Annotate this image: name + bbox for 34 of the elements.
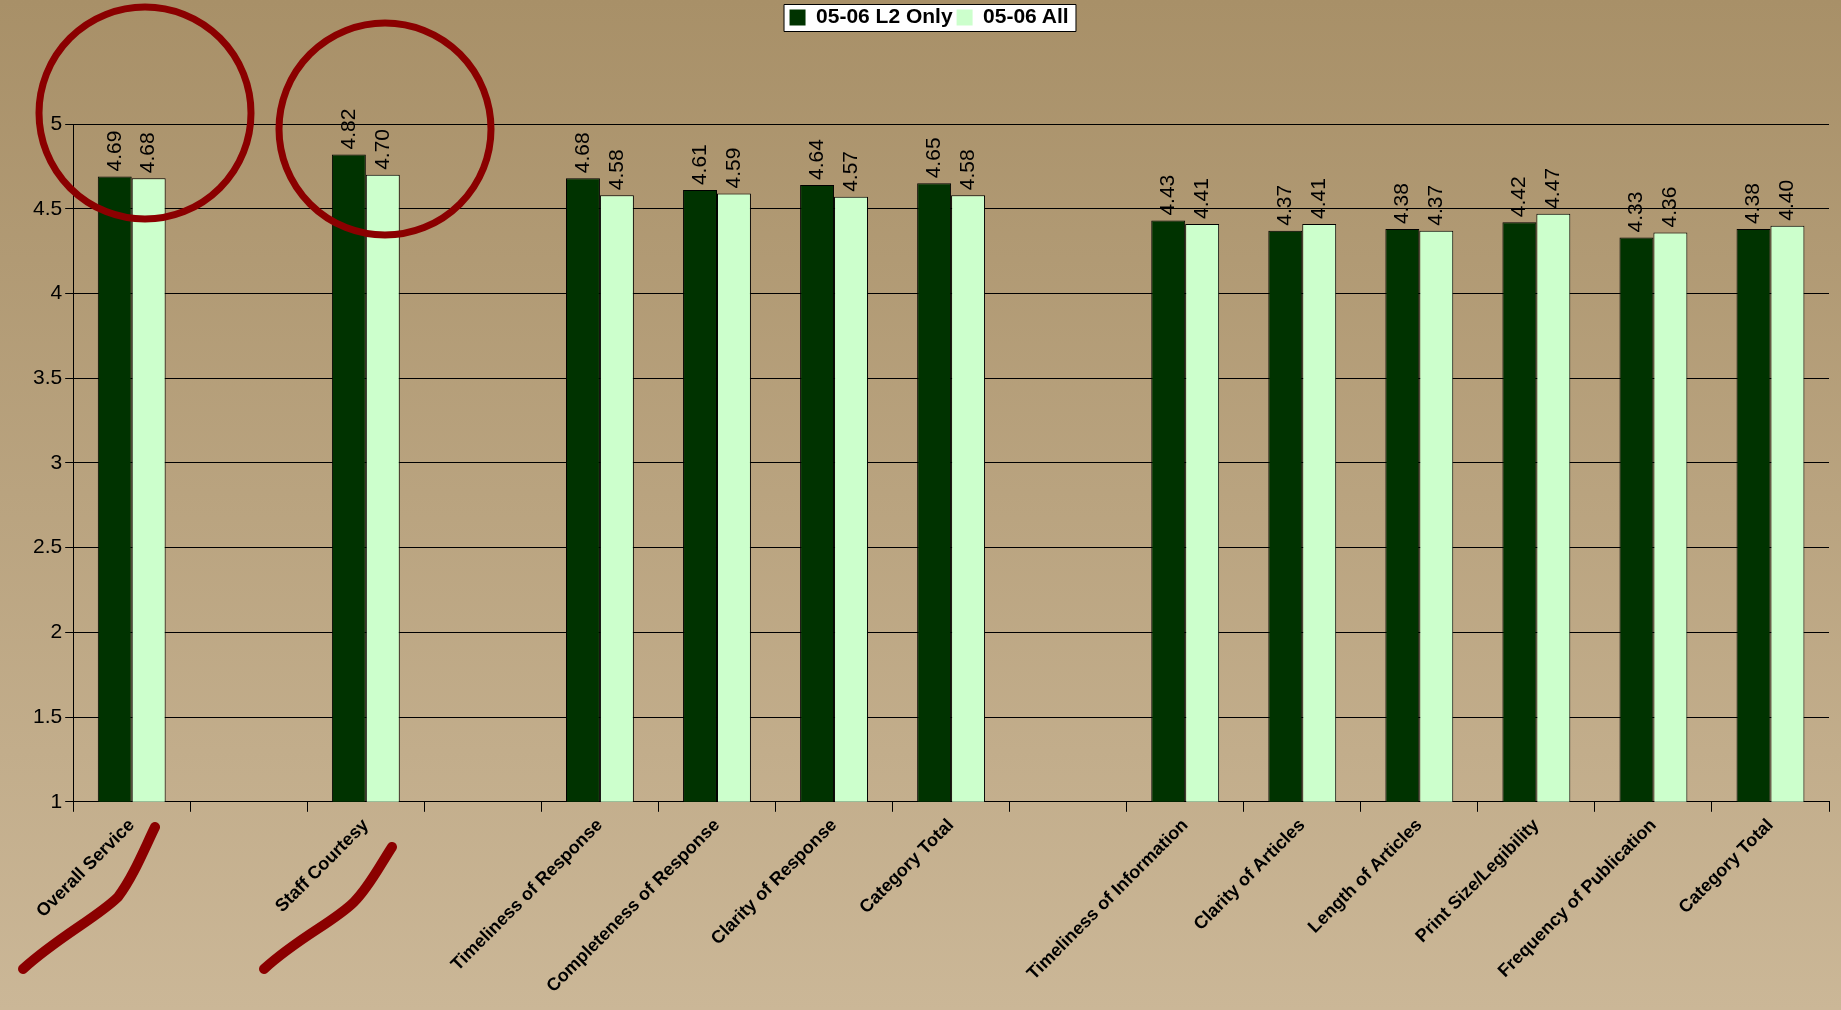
y-tick-label: 3.5 [32, 364, 63, 388]
data-label: 4.69 [101, 130, 125, 172]
data-label: 4.65 [920, 137, 944, 179]
data-label: 4.68 [569, 132, 593, 174]
data-label: 4.82 [335, 108, 359, 150]
data-label: 4.37 [1272, 184, 1296, 226]
data-label: 4.47 [1540, 167, 1564, 209]
legend-label: 05-06 All [983, 4, 1069, 28]
y-tick-label: 4 [50, 280, 63, 304]
data-label: 4.36 [1657, 186, 1681, 228]
data-label: 4.61 [686, 144, 710, 186]
data-label: 4.68 [135, 132, 159, 174]
data-label: 4.57 [837, 150, 861, 192]
legend-label: 05-06 L2 Only [816, 4, 953, 28]
data-label: 4.64 [803, 138, 827, 180]
data-label: 4.43 [1155, 174, 1179, 216]
y-tick-label: 1 [50, 788, 63, 812]
data-label: 4.59 [720, 147, 744, 189]
data-label: 4.38 [1389, 183, 1413, 225]
y-tick-label: 4.5 [32, 195, 63, 219]
data-label: 4.38 [1740, 183, 1764, 225]
data-label: 4.41 [1188, 178, 1212, 219]
data-label: 4.40 [1774, 179, 1798, 221]
y-tick-label: 5 [50, 110, 63, 134]
y-tick-label: 1.5 [32, 703, 63, 727]
data-label: 4.70 [369, 128, 393, 170]
y-tick-label: 2 [50, 619, 63, 643]
data-label: 4.41 [1306, 178, 1330, 219]
data-label: 4.33 [1623, 191, 1647, 233]
y-tick-label: 3 [50, 449, 63, 473]
data-label: 4.58 [954, 149, 978, 191]
y-tick-label: 2.5 [32, 534, 63, 558]
data-label: 4.37 [1423, 184, 1447, 226]
data-label: 4.58 [603, 149, 627, 191]
